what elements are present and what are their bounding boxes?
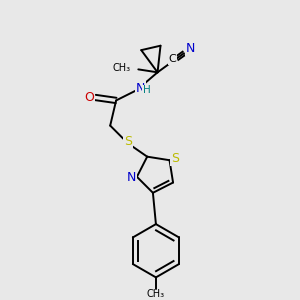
- Text: N: N: [186, 42, 195, 55]
- Text: O: O: [85, 91, 94, 104]
- Text: H: H: [143, 85, 151, 95]
- Text: S: S: [124, 135, 132, 148]
- Text: S: S: [171, 152, 179, 165]
- Text: C: C: [169, 54, 176, 64]
- Text: N: N: [136, 82, 145, 94]
- Text: CH₃: CH₃: [147, 289, 165, 299]
- Text: CH₃: CH₃: [113, 64, 131, 74]
- Text: N: N: [127, 171, 136, 184]
